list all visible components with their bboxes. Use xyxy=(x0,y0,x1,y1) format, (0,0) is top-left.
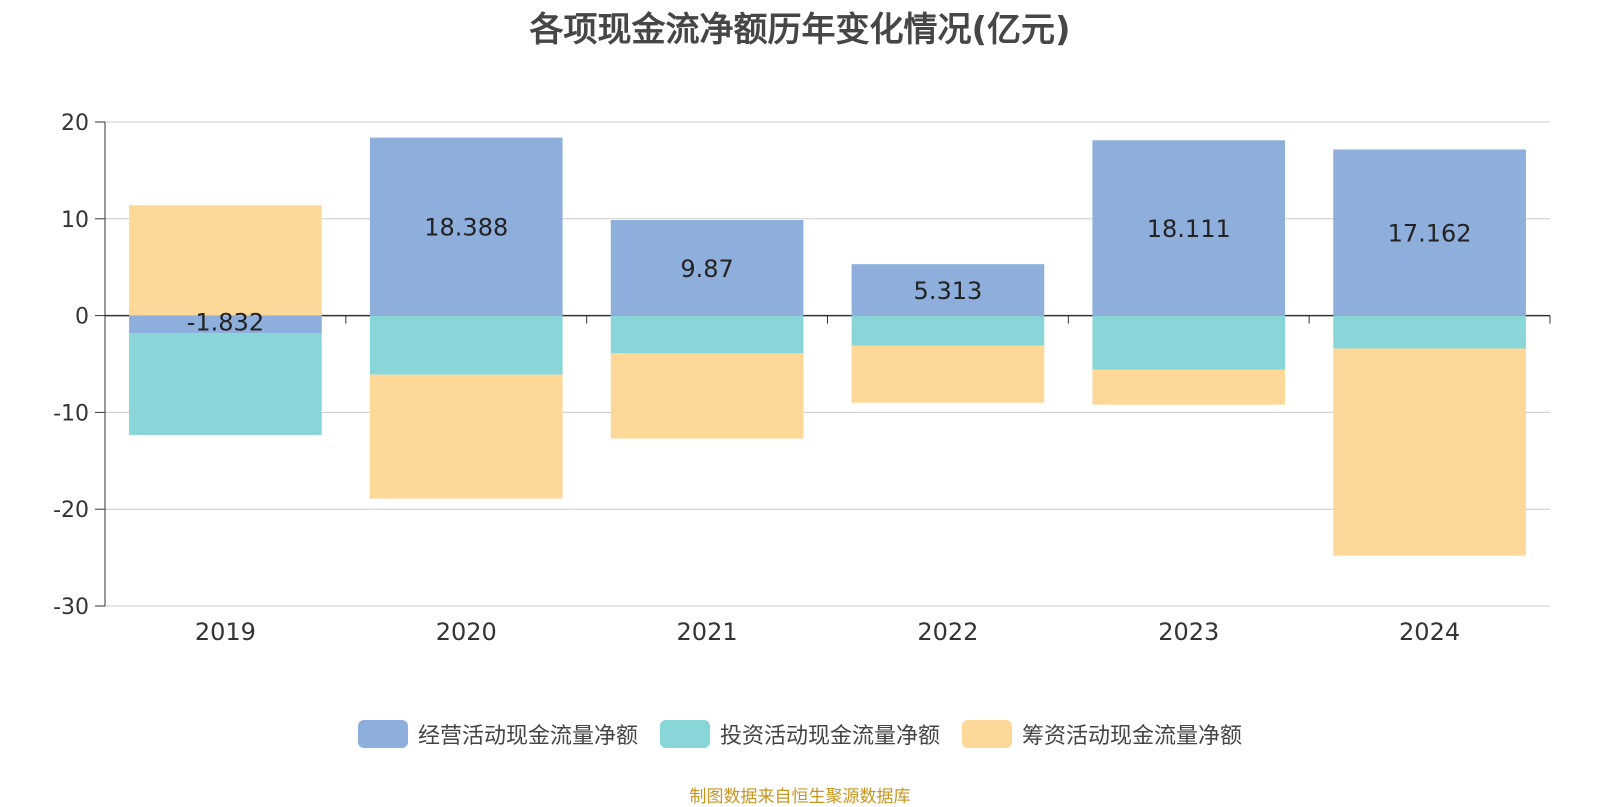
legend-item[interactable]: 筹资活动现金流量净额 xyxy=(962,718,1242,750)
legend-swatch xyxy=(659,720,710,748)
legend: 经营活动现金流量净额 投资活动现金流量净额 筹资活动现金流量净额 xyxy=(0,718,1600,750)
bar-2022-series-3 xyxy=(851,345,1045,403)
legend-item[interactable]: 投资活动现金流量净额 xyxy=(659,718,940,750)
y-tick-label: -10 xyxy=(53,401,89,426)
y-tick-label: 0 xyxy=(75,305,89,330)
x-tick-label: 2021 xyxy=(677,618,738,646)
data-label: 5.313 xyxy=(914,277,983,305)
x-tick-label: 2023 xyxy=(1158,618,1219,646)
y-tick-label: -30 xyxy=(53,595,89,620)
bar-2023-series-1 xyxy=(1092,140,1286,316)
bar-2020-series-1 xyxy=(369,137,563,316)
bar-2019-series-2 xyxy=(129,333,322,435)
data-label: -1.832 xyxy=(187,309,264,337)
data-label: 18.111 xyxy=(1147,215,1231,243)
bar-2022-series-1 xyxy=(851,264,1045,316)
bars xyxy=(129,137,1526,556)
bar-2024-series-1 xyxy=(1333,149,1526,316)
axes: 20 10 0 -10 -20 -30 2019 2020 2021 2022 2023 2024 xyxy=(53,111,1551,646)
bar-2021-series-2 xyxy=(610,315,804,354)
bar-2023-series-2 xyxy=(1092,315,1286,370)
legend-item[interactable]: 经营活动现金流量净额 xyxy=(357,718,638,750)
bar-2021-series-3 xyxy=(610,353,804,439)
bar-2019-series-3 xyxy=(129,205,322,316)
legend-label: 投资活动现金流量净额 xyxy=(719,724,940,749)
x-tick-label: 2022 xyxy=(917,618,978,646)
bar-2024-series-2 xyxy=(1333,315,1526,349)
data-label: 9.87 xyxy=(680,255,733,283)
bar-2023-series-3 xyxy=(1092,369,1286,405)
legend-swatch xyxy=(357,720,408,748)
data-labels: -1.832 18.388 9.87 5.313 18.111 17.162 xyxy=(187,214,1472,337)
bar-2024-series-3 xyxy=(1333,348,1526,556)
bar-2021-series-1 xyxy=(610,220,804,316)
bar-2020-series-3 xyxy=(369,374,563,499)
y-tick-label: 10 xyxy=(61,208,89,233)
bar-2019-series-1 xyxy=(129,315,322,334)
legend-label: 经营活动现金流量净额 xyxy=(417,724,638,749)
data-label: 18.388 xyxy=(424,214,508,242)
x-tick-label: 2024 xyxy=(1399,618,1460,646)
chart-title: 各项现金流净额历年变化情况(亿元) xyxy=(529,10,1071,50)
legend-label: 筹资活动现金流量净额 xyxy=(1022,724,1243,749)
bar-2022-series-2 xyxy=(851,315,1045,346)
x-tick-label: 2020 xyxy=(436,618,497,646)
x-tick-label: 2019 xyxy=(195,618,256,646)
source-note: 制图数据来自恒生聚源数据库 xyxy=(689,787,911,807)
legend-swatch xyxy=(962,720,1012,748)
bar-2020-series-2 xyxy=(369,315,563,375)
data-label: 17.162 xyxy=(1388,220,1472,248)
y-tick-label: -20 xyxy=(53,498,89,523)
y-tick-label: 20 xyxy=(61,111,89,136)
